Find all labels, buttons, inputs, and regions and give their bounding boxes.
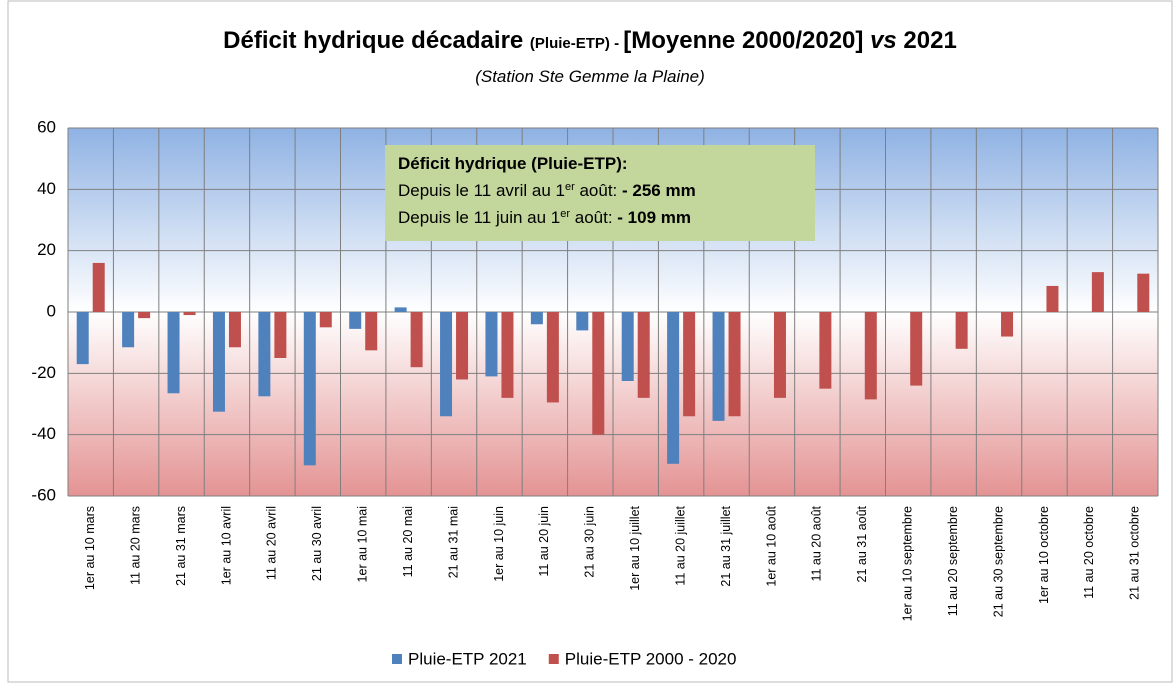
annotation-part: - 109 mm <box>617 208 691 227</box>
bar <box>122 312 135 348</box>
x-tick-label: 21 au 30 septembre <box>991 506 1005 617</box>
bar <box>258 312 271 397</box>
bar <box>440 312 453 417</box>
bar <box>92 262 105 312</box>
x-tick-label: 1er au 10 avril <box>219 506 233 585</box>
legend-label: Pluie-ETP 2021 <box>408 649 527 668</box>
x-tick-label: 11 au 20 septembre <box>946 506 960 616</box>
bar <box>501 312 514 398</box>
bar <box>667 312 680 464</box>
bar <box>410 312 423 368</box>
x-tick-label: 21 au 31 octobre <box>1128 506 1142 600</box>
x-tick-label: 1er au 10 mai <box>356 506 370 582</box>
x-tick-label: 11 au 20 juin <box>537 506 551 577</box>
bar <box>910 312 923 386</box>
legend-swatch <box>548 654 559 664</box>
legend-label: Pluie-ETP 2000 - 2020 <box>565 649 737 668</box>
bar <box>212 312 225 412</box>
bar <box>228 312 241 348</box>
annotation-box <box>385 145 815 241</box>
annotation-part: Depuis le 11 juin au 1 <box>398 208 560 227</box>
bar <box>303 312 316 466</box>
y-tick-label: -40 <box>31 424 56 443</box>
bar <box>394 307 407 312</box>
bar <box>683 312 696 417</box>
bar <box>864 312 877 400</box>
x-tick-label: 1er au 10 mars <box>83 506 97 590</box>
y-tick-label: 40 <box>37 179 56 198</box>
x-tick-label: 11 au 20 mars <box>128 506 142 585</box>
annotation-line: Déficit hydrique (Pluie-ETP): <box>398 154 628 173</box>
x-tick-label: 11 au 20 octobre <box>1082 506 1096 599</box>
bar <box>728 312 741 417</box>
bar <box>621 312 634 381</box>
chart-title: Déficit hydrique décadaire (Pluie-ETP) -… <box>223 27 957 54</box>
x-tick-label: 21 au 30 juin <box>583 506 597 578</box>
bar <box>819 312 832 389</box>
y-tick-label: 60 <box>37 117 56 136</box>
title-part: vs <box>870 27 897 54</box>
annotation-line: Depuis le 11 juin au 1er août: - 109 mm <box>398 208 691 227</box>
bar <box>1001 312 1014 337</box>
y-tick-label: 20 <box>37 240 56 259</box>
annotation-part: er <box>565 181 575 193</box>
bar <box>183 312 196 316</box>
x-tick-label: 11 au 20 juillet <box>673 505 687 585</box>
bar <box>1091 272 1104 312</box>
x-tick-label: 11 au 20 mai <box>401 506 415 577</box>
annotation-line: Depuis le 11 avril au 1er août: - 256 mm <box>398 181 696 200</box>
bar <box>592 312 605 435</box>
annotation-part: - 256 mm <box>622 181 696 200</box>
bar <box>138 312 151 319</box>
x-tick-label: 21 au 31 juillet <box>719 505 733 586</box>
bar <box>546 312 559 403</box>
title-part: (Pluie-ETP) - <box>530 35 623 52</box>
x-tick-label: 21 au 31 mai <box>446 506 460 578</box>
annotation-part: août: <box>570 208 617 227</box>
bar <box>319 312 332 328</box>
x-tick-label: 1er au 10 juin <box>492 506 506 582</box>
x-tick-label: 21 au 31 mars <box>174 506 188 586</box>
x-tick-label: 21 au 31 août <box>855 505 869 582</box>
annotation-part: Déficit hydrique (Pluie-ETP): <box>398 154 628 173</box>
annotation-part: août: <box>575 181 622 200</box>
chart-subtitle: (Station Ste Gemme la Plaine) <box>475 67 705 86</box>
x-tick-label: 1er au 10 juillet <box>628 505 642 590</box>
title-part: 2021 <box>897 27 957 54</box>
legend-swatch <box>392 654 402 664</box>
bar <box>530 312 543 325</box>
x-tick-label: 21 au 30 avril <box>310 506 324 581</box>
bar <box>456 312 469 380</box>
bar <box>274 312 287 358</box>
bar <box>349 312 362 329</box>
bar <box>773 312 786 398</box>
bar <box>576 312 589 331</box>
y-tick-label: -60 <box>31 485 56 504</box>
annotation-part: Depuis le 11 avril au 1 <box>398 181 565 200</box>
x-tick-label: 1er au 10 septembre <box>901 506 915 621</box>
x-tick-label: 1er au 10 août <box>764 505 778 586</box>
y-tick-label: 0 <box>47 301 56 320</box>
bar <box>76 312 89 365</box>
bar <box>1046 285 1059 312</box>
title-part: Déficit hydrique décadaire <box>223 27 530 54</box>
bar <box>167 312 180 394</box>
bar <box>637 312 650 398</box>
bar <box>365 312 378 351</box>
annotation-part: er <box>560 208 570 220</box>
x-tick-label: 11 au 20 août <box>810 505 824 581</box>
bar <box>955 312 968 349</box>
x-tick-label: 11 au 20 avril <box>265 506 279 580</box>
y-tick-label: -20 <box>31 363 56 382</box>
title-part: [Moyenne 2000/2020] <box>623 27 870 54</box>
x-tick-label: 1er au 10 octobre <box>1037 506 1051 604</box>
bar <box>1137 273 1150 312</box>
bar <box>712 312 725 421</box>
bar <box>485 312 498 377</box>
